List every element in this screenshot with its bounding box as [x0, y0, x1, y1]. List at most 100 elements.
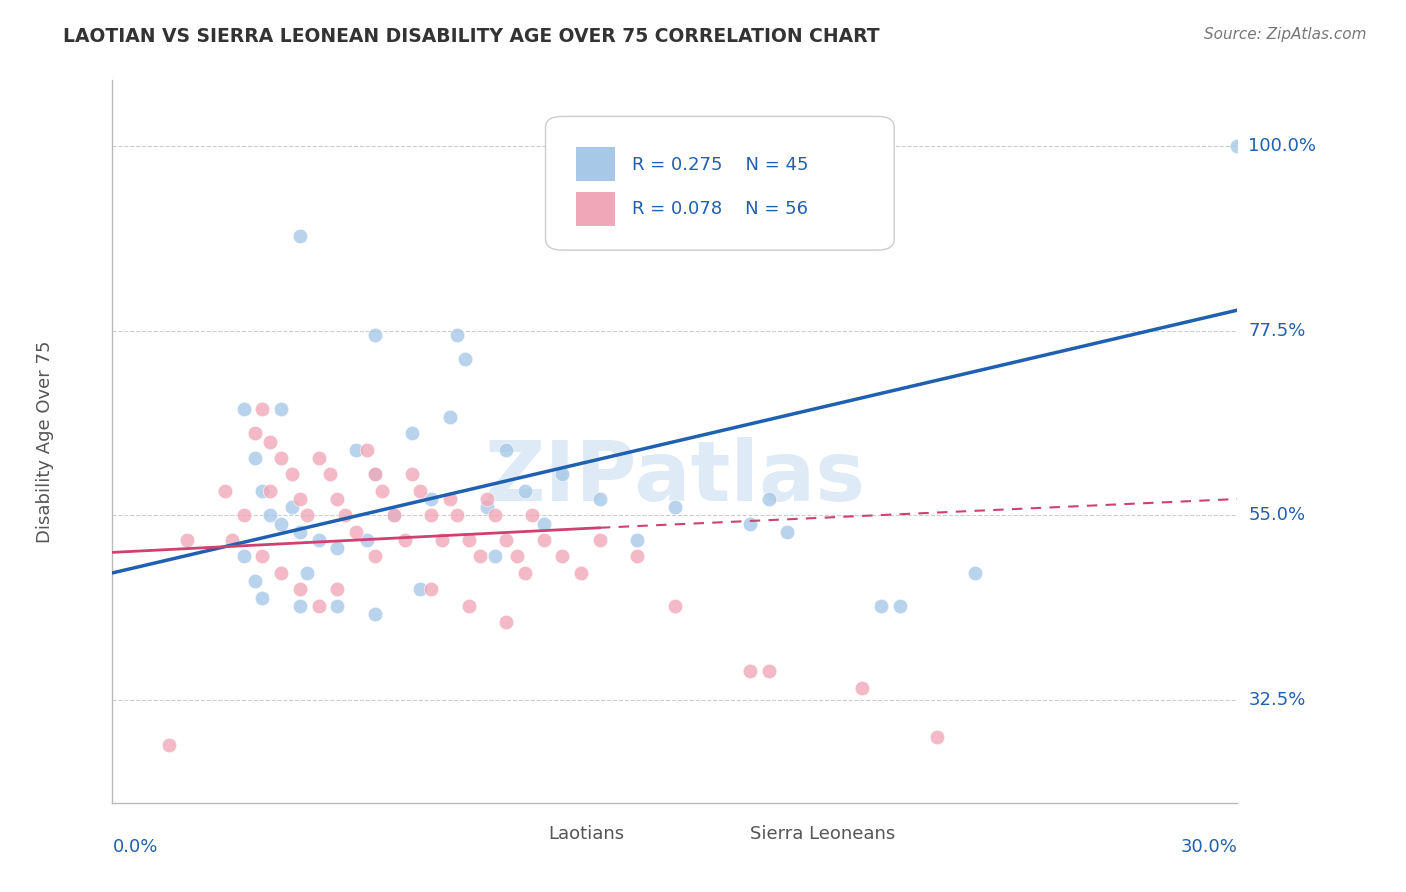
Point [308, 599, 330, 613]
Point [333, 508, 356, 523]
Point [364, 549, 387, 564]
Point [522, 508, 544, 523]
Point [454, 352, 477, 367]
Point [468, 549, 491, 564]
Point [364, 607, 387, 621]
Point [270, 516, 292, 531]
Text: 30.0%: 30.0% [1181, 838, 1237, 855]
Point [394, 533, 416, 547]
Point [326, 599, 349, 613]
Point [364, 467, 387, 482]
Point [889, 599, 911, 613]
Text: 55.0%: 55.0% [1249, 507, 1306, 524]
Point [420, 508, 443, 523]
Point [157, 739, 180, 753]
Point [270, 450, 292, 465]
Point [176, 533, 198, 547]
Point [252, 401, 274, 416]
Text: 100.0%: 100.0% [1249, 137, 1316, 155]
Text: 32.5%: 32.5% [1249, 691, 1306, 709]
Point [326, 541, 349, 556]
Point [344, 442, 367, 457]
Point [259, 434, 281, 449]
Point [382, 508, 405, 523]
Point [626, 533, 648, 547]
Point [1226, 139, 1249, 153]
Point [927, 730, 949, 744]
Point [589, 491, 612, 506]
Point [270, 401, 292, 416]
Point [758, 665, 780, 679]
Point [484, 508, 506, 523]
Point [738, 665, 761, 679]
Point [364, 467, 387, 482]
Point [446, 327, 468, 342]
Point [664, 599, 686, 613]
Point [506, 549, 529, 564]
Point [232, 401, 254, 416]
Point [270, 566, 292, 580]
Point [758, 491, 780, 506]
Text: Disability Age Over 75: Disability Age Over 75 [37, 340, 53, 543]
Point [569, 566, 592, 580]
Point [409, 483, 432, 498]
Point [252, 591, 274, 605]
Point [446, 508, 468, 523]
Point [243, 574, 266, 588]
Point [232, 549, 254, 564]
Text: R = 0.078    N = 56: R = 0.078 N = 56 [633, 200, 808, 218]
Point [439, 409, 461, 424]
Point [297, 508, 319, 523]
Point [308, 533, 330, 547]
Point [551, 467, 574, 482]
Point [963, 566, 986, 580]
Point [495, 615, 517, 630]
Point [870, 599, 893, 613]
Point [664, 500, 686, 515]
Text: 0.0%: 0.0% [112, 838, 157, 855]
Point [409, 582, 432, 597]
Point [495, 442, 517, 457]
Point [457, 599, 479, 613]
Point [221, 533, 243, 547]
Point [457, 533, 479, 547]
Text: 77.5%: 77.5% [1249, 322, 1306, 340]
Point [420, 582, 443, 597]
Point [776, 524, 799, 539]
Point [439, 491, 461, 506]
Point [319, 467, 342, 482]
Point [371, 483, 394, 498]
Bar [714, 823, 742, 845]
Point [297, 566, 319, 580]
Point [259, 508, 281, 523]
Point [288, 524, 311, 539]
Point [495, 533, 517, 547]
Point [344, 524, 367, 539]
Point [401, 467, 423, 482]
Point [214, 483, 236, 498]
Text: Laotians: Laotians [548, 825, 624, 843]
Point [513, 483, 536, 498]
Point [432, 533, 454, 547]
Point [356, 533, 378, 547]
Point [281, 500, 304, 515]
Point [288, 599, 311, 613]
Point [356, 442, 378, 457]
Point [477, 500, 499, 515]
Point [308, 450, 330, 465]
Text: Source: ZipAtlas.com: Source: ZipAtlas.com [1204, 27, 1367, 42]
Point [252, 483, 274, 498]
Point [484, 549, 506, 564]
Point [851, 681, 873, 695]
Point [533, 533, 555, 547]
Text: LAOTIAN VS SIERRA LEONEAN DISABILITY AGE OVER 75 CORRELATION CHART: LAOTIAN VS SIERRA LEONEAN DISABILITY AGE… [63, 27, 880, 45]
Point [326, 491, 349, 506]
Point [738, 516, 761, 531]
Point [259, 483, 281, 498]
Point [364, 327, 387, 342]
Point [401, 426, 423, 441]
Bar [576, 192, 616, 227]
Point [589, 533, 612, 547]
Point [382, 508, 405, 523]
Bar [576, 147, 616, 181]
